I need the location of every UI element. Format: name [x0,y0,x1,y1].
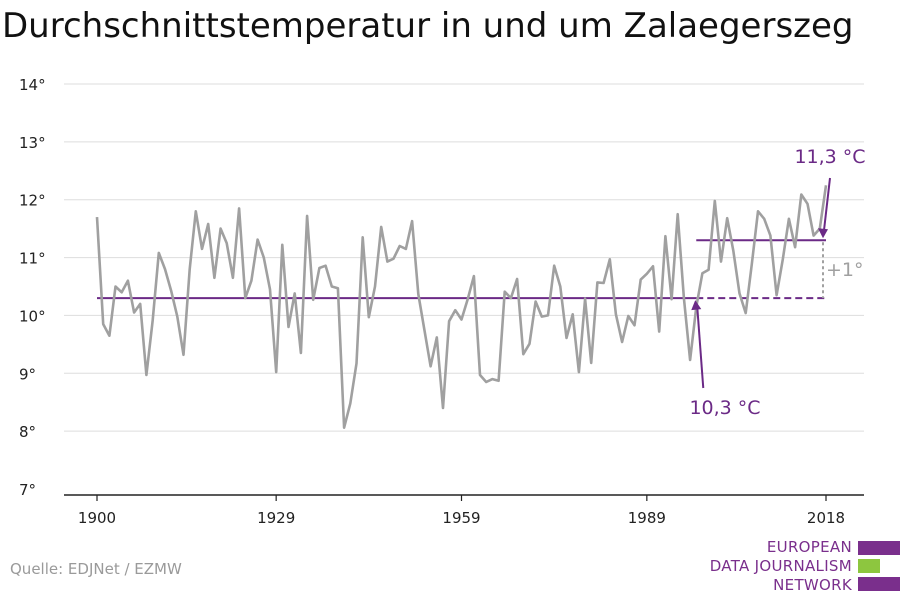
logo-bar-purple-bottom [858,577,900,591]
x-tick-label-1900: 1900 [78,509,116,527]
logo-line-3: NETWORK [773,576,852,594]
x-tick-label-1959: 1959 [442,509,480,527]
y-tick-label-14: 14° [19,76,46,94]
y-tick-label-10: 10° [19,307,46,325]
annotation-baseline-label: 10,3 °C [689,397,760,419]
y-tick-label-12: 12° [19,192,46,210]
arrow-baseline-head [691,300,702,311]
y-tick-label-8: 8° [19,423,36,441]
annotation-layer: 10,3 °C 11,3 °C +1° [689,146,865,419]
series-layer [95,185,828,430]
y-tick-label-11: 11° [19,250,46,268]
logo-line-2: DATA JOURNALISM [709,557,852,575]
chart-title: Durchschnittstemperatur in und um Zalaeg… [2,6,854,46]
annotation-recent-label: 11,3 °C [794,146,865,168]
arrow-recent-shaft [823,177,831,231]
arrow-recent-head [818,228,828,239]
x-tick-label-1989: 1989 [628,509,666,527]
reference-layer [97,239,826,300]
y-tick-label-9: 9° [19,365,36,383]
logo-line-1: EUROPEAN [766,538,852,556]
x-tick-label-1929: 1929 [257,509,295,527]
edjnet-logo: EUROPEAN DATA JOURNALISM NETWORK [690,538,900,598]
source-note: Quelle: EDJNet / EZMW [10,560,182,578]
logo-bar-green [858,559,880,573]
grid-layer [64,83,864,432]
y-tick-label-13: 13° [19,134,46,152]
x-tick-label-2018: 2018 [807,509,845,527]
difference-label: +1° [826,259,864,281]
temperature-series-line [95,185,828,430]
axis-layer: 7° 8° 9° 10° 11° 12° 13° 14° 1900 1929 1959 1989 201… [19,76,864,527]
arrow-baseline-shaft [696,306,705,389]
y-tick-label-7: 7° [19,481,36,499]
logo-bar-purple-top [858,541,900,555]
